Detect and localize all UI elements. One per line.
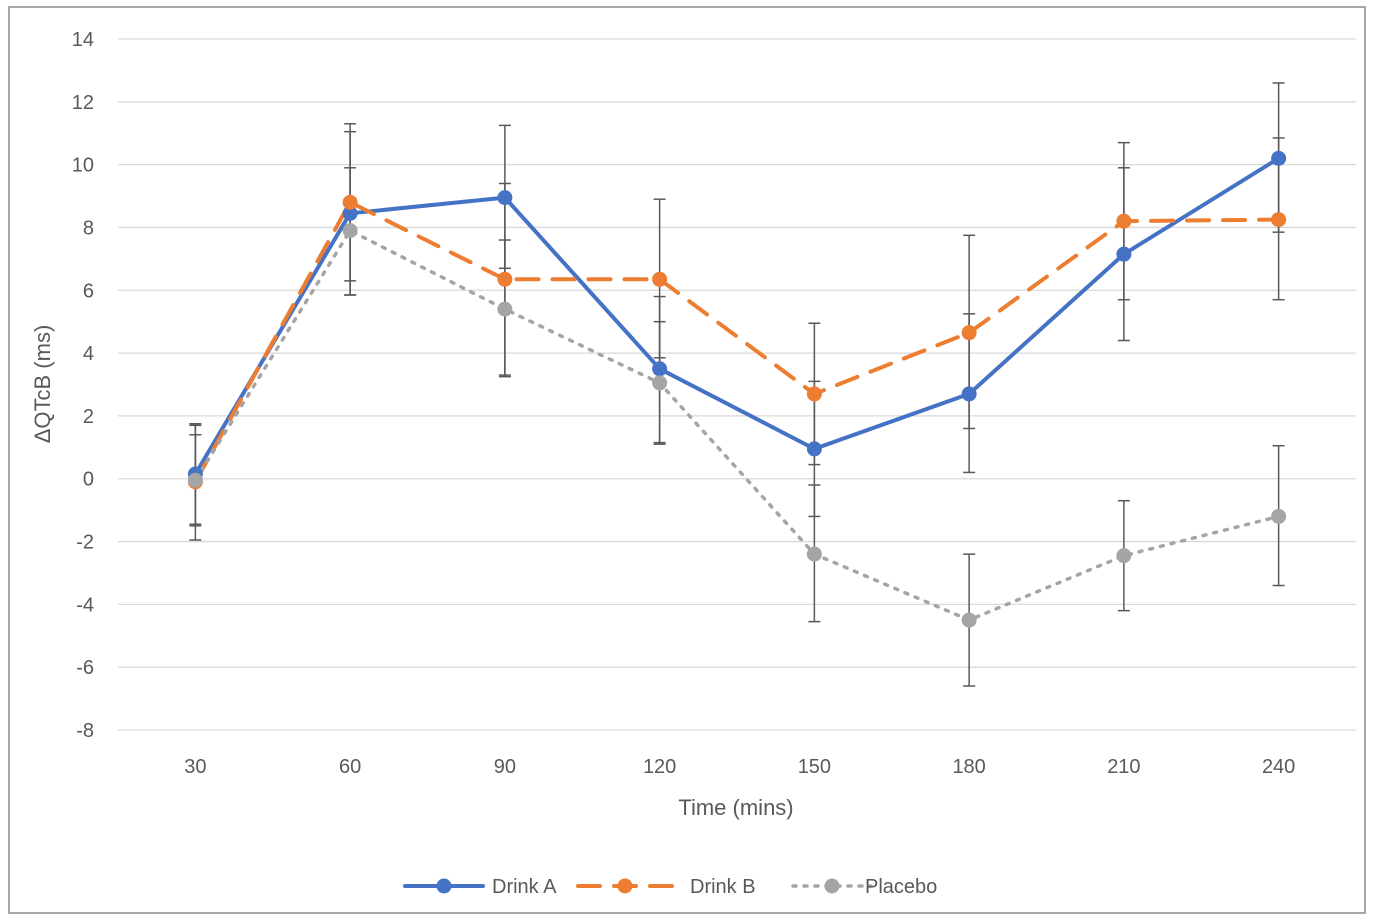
y-tick-label: -6 [76, 657, 94, 679]
data-point-placebo [187, 472, 203, 488]
x-tick-label: 180 [952, 756, 985, 778]
x-tick-label: 60 [339, 756, 361, 778]
y-tick-label: 6 [83, 280, 94, 302]
data-point-drink-a [806, 441, 822, 457]
data-point-drink-a [652, 361, 668, 377]
data-point-drink-a [1116, 246, 1132, 262]
x-tick-label: 240 [1262, 756, 1295, 778]
gridlines [118, 38, 1356, 731]
legend-marker-placebo [824, 878, 840, 894]
y-tick-label: 8 [83, 217, 94, 239]
data-point-drink-b [652, 271, 668, 287]
y-tick-label: 4 [83, 343, 94, 365]
data-point-placebo [1116, 548, 1132, 564]
data-point-drink-a [497, 190, 513, 206]
series-line-placebo [193, 228, 1281, 622]
data-point-drink-b [806, 386, 822, 402]
y-tick-label: 12 [72, 92, 94, 114]
data-point-drink-a [1271, 150, 1287, 166]
data-point-placebo [497, 301, 513, 317]
data-point-drink-b [342, 194, 358, 210]
x-tick-label: 210 [1107, 756, 1140, 778]
legend-label-placebo: Placebo [865, 876, 937, 898]
x-tick-label: 150 [798, 756, 831, 778]
legend-label-drink-b: Drink B [690, 876, 756, 898]
data-point-placebo [806, 546, 822, 562]
y-tick-labels: -8 -6 -4 -2 0 2 4 6 8 10 12 14 [72, 29, 94, 742]
chart-frame [8, 6, 1366, 914]
y-axis-title: ΔQTcB (ms) [30, 325, 55, 444]
data-point-drink-a [342, 205, 358, 221]
data-point-placebo [961, 612, 977, 628]
legend-marker-drink-b [617, 878, 633, 894]
data-point-drink-a [961, 386, 977, 402]
x-axis-title: Time (mins) [678, 795, 793, 820]
y-tick-label: 2 [83, 406, 94, 428]
y-tick-label: -8 [76, 720, 94, 742]
data-point-placebo [342, 223, 358, 239]
y-tick-label: 0 [83, 469, 94, 491]
y-tick-label: -4 [76, 594, 94, 616]
series-line-drink-b [193, 200, 1281, 484]
series-line-drink-a [193, 156, 1281, 477]
y-tick-label: 10 [72, 155, 94, 177]
data-point-drink-b [1116, 213, 1132, 229]
series-markers [187, 150, 1287, 628]
y-tick-label: 14 [72, 29, 94, 51]
data-point-drink-b [961, 325, 977, 341]
x-tick-label: 120 [643, 756, 676, 778]
x-tick-labels: 30 60 90 120 150 180 210 240 [184, 756, 1295, 778]
x-tick-label: 90 [494, 756, 516, 778]
data-point-placebo [1271, 508, 1287, 524]
error-bars [189, 82, 1285, 687]
data-point-placebo [652, 375, 668, 391]
legend-label-drink-a: Drink A [492, 876, 557, 898]
data-point-drink-b [497, 271, 513, 287]
y-tick-label: -2 [76, 532, 94, 554]
x-tick-label: 30 [184, 756, 206, 778]
legend: Drink A Drink B Placebo [403, 876, 937, 898]
legend-marker-drink-a [436, 878, 452, 894]
series-lines [193, 156, 1281, 622]
data-point-drink-b [1271, 212, 1287, 228]
